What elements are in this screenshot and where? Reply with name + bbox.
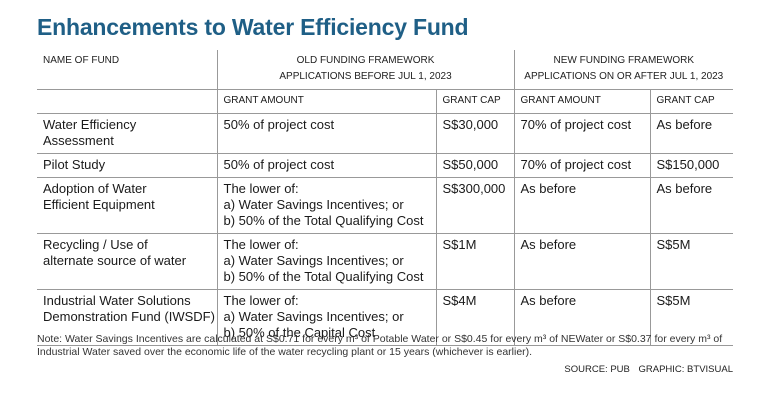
new-framework-line: NEW FUNDING FRAMEWORK bbox=[553, 55, 695, 66]
new-framework-header: NEW FUNDING FRAMEWORK APPLICATIONS ON OR… bbox=[513, 50, 734, 90]
fund-name-cell: Industrial Water Solutions Demonstration… bbox=[37, 289, 217, 346]
fund-name-cell: Water Efficiency Assessment bbox=[37, 113, 217, 154]
new-grant-amount-header: GRANT AMOUNT bbox=[513, 89, 651, 114]
fund-name-line: Recycling / Use of bbox=[43, 237, 148, 252]
new-cap-cell: As before bbox=[649, 177, 734, 234]
old-amount-line: The lower of: bbox=[223, 237, 299, 252]
old-amount-line: The lower of: bbox=[223, 293, 299, 308]
old-amount-line: 50% of project cost bbox=[223, 117, 335, 132]
old-amount-line: b) 50% of the Total Qualifying Cost bbox=[223, 269, 424, 284]
table-row: Water Efficiency Assessment 50% of proje… bbox=[37, 113, 734, 154]
new-amount-cell: As before bbox=[513, 289, 651, 346]
old-amount-line: b) 50% of the Total Qualifying Cost bbox=[223, 213, 424, 228]
fund-name-line: Assessment bbox=[43, 133, 114, 148]
blank-cell bbox=[37, 89, 217, 114]
table-row: Industrial Water Solutions Demonstration… bbox=[37, 289, 734, 346]
new-amount-cell: 70% of project cost bbox=[513, 113, 651, 154]
old-amount-cell: 50% of project cost bbox=[216, 153, 436, 178]
fund-name-cell: Recycling / Use of alternate source of w… bbox=[37, 233, 217, 290]
fund-name-cell: Pilot Study bbox=[37, 153, 217, 178]
source-credit: SOURCE: PUB bbox=[564, 364, 630, 375]
new-grant-cap-header: GRANT CAP bbox=[649, 89, 734, 114]
fund-name-line: Demonstration Fund (IWSDF) bbox=[43, 309, 215, 324]
graphic-credit: GRAPHIC: BTVISUAL bbox=[638, 364, 734, 375]
old-framework-line: APPLICATIONS BEFORE JUL 1, 2023 bbox=[279, 71, 452, 82]
old-amount-cell: The lower of: a) Water Savings Incentive… bbox=[216, 289, 436, 346]
old-cap-cell: S$30,000 bbox=[435, 113, 515, 154]
old-cap-cell: S$50,000 bbox=[435, 153, 515, 178]
footnote: Note: Water Savings Incentives are calcu… bbox=[37, 333, 723, 358]
subheader-row: GRANT AMOUNT GRANT CAP GRANT AMOUNT GRAN… bbox=[37, 89, 734, 114]
old-amount-cell: 50% of project cost bbox=[216, 113, 436, 154]
new-cap-cell: As before bbox=[649, 113, 734, 154]
old-framework-header: OLD FUNDING FRAMEWORK APPLICATIONS BEFOR… bbox=[216, 50, 515, 90]
fund-table: NAME OF FUND OLD FUNDING FRAMEWORK APPLI… bbox=[37, 50, 734, 346]
fund-name-line: Efficient Equipment bbox=[43, 197, 155, 212]
new-amount-cell: As before bbox=[513, 233, 651, 290]
fund-name-line: Industrial Water Solutions bbox=[43, 293, 191, 308]
old-amount-cell: The lower of: a) Water Savings Incentive… bbox=[216, 233, 436, 290]
new-cap-cell: S$5M bbox=[649, 289, 734, 346]
old-cap-cell: S$4M bbox=[435, 289, 515, 346]
new-cap-cell: S$150,000 bbox=[649, 153, 734, 178]
new-framework-line: APPLICATIONS ON OR AFTER JUL 1, 2023 bbox=[524, 71, 724, 82]
fund-name-cell: Adoption of Water Efficient Equipment bbox=[37, 177, 217, 234]
new-amount-cell: 70% of project cost bbox=[513, 153, 651, 178]
old-amount-line: a) Water Savings Incentives; or bbox=[223, 309, 404, 324]
old-grant-amount-header: GRANT AMOUNT bbox=[216, 89, 436, 114]
old-framework-line: OLD FUNDING FRAMEWORK bbox=[296, 55, 435, 66]
old-amount-line: b) 50% of the Capital Cost bbox=[223, 325, 376, 340]
old-amount-line: a) Water Savings Incentives; or bbox=[223, 253, 404, 268]
credits: SOURCE: PUB GRAPHIC: BTVISUAL bbox=[558, 364, 733, 375]
old-amount-line: a) Water Savings Incentives; or bbox=[223, 197, 404, 212]
old-cap-cell: S$300,000 bbox=[435, 177, 515, 234]
old-amount-line: The lower of: bbox=[223, 181, 299, 196]
old-amount-cell: The lower of: a) Water Savings Incentive… bbox=[216, 177, 436, 234]
table-row: Pilot Study 50% of project cost S$50,000… bbox=[37, 153, 734, 178]
fund-name-line: Pilot Study bbox=[43, 157, 106, 172]
header-row: NAME OF FUND OLD FUNDING FRAMEWORK APPLI… bbox=[37, 50, 734, 90]
fund-name-line: Adoption of Water bbox=[43, 181, 147, 196]
fund-name-line: alternate source of water bbox=[43, 253, 187, 268]
new-cap-cell: S$5M bbox=[649, 233, 734, 290]
fund-name-line: Water Efficiency bbox=[43, 117, 137, 132]
new-amount-cell: As before bbox=[513, 177, 651, 234]
old-grant-cap-header: GRANT CAP bbox=[435, 89, 515, 114]
table-row: Adoption of Water Efficient Equipment Th… bbox=[37, 177, 734, 234]
table-row: Recycling / Use of alternate source of w… bbox=[37, 233, 734, 290]
page-title: Enhancements to Water Efficiency Fund bbox=[37, 14, 469, 40]
old-cap-cell: S$1M bbox=[435, 233, 515, 290]
old-amount-line: 50% of project cost bbox=[223, 157, 335, 172]
name-of-fund-header: NAME OF FUND bbox=[37, 50, 217, 90]
